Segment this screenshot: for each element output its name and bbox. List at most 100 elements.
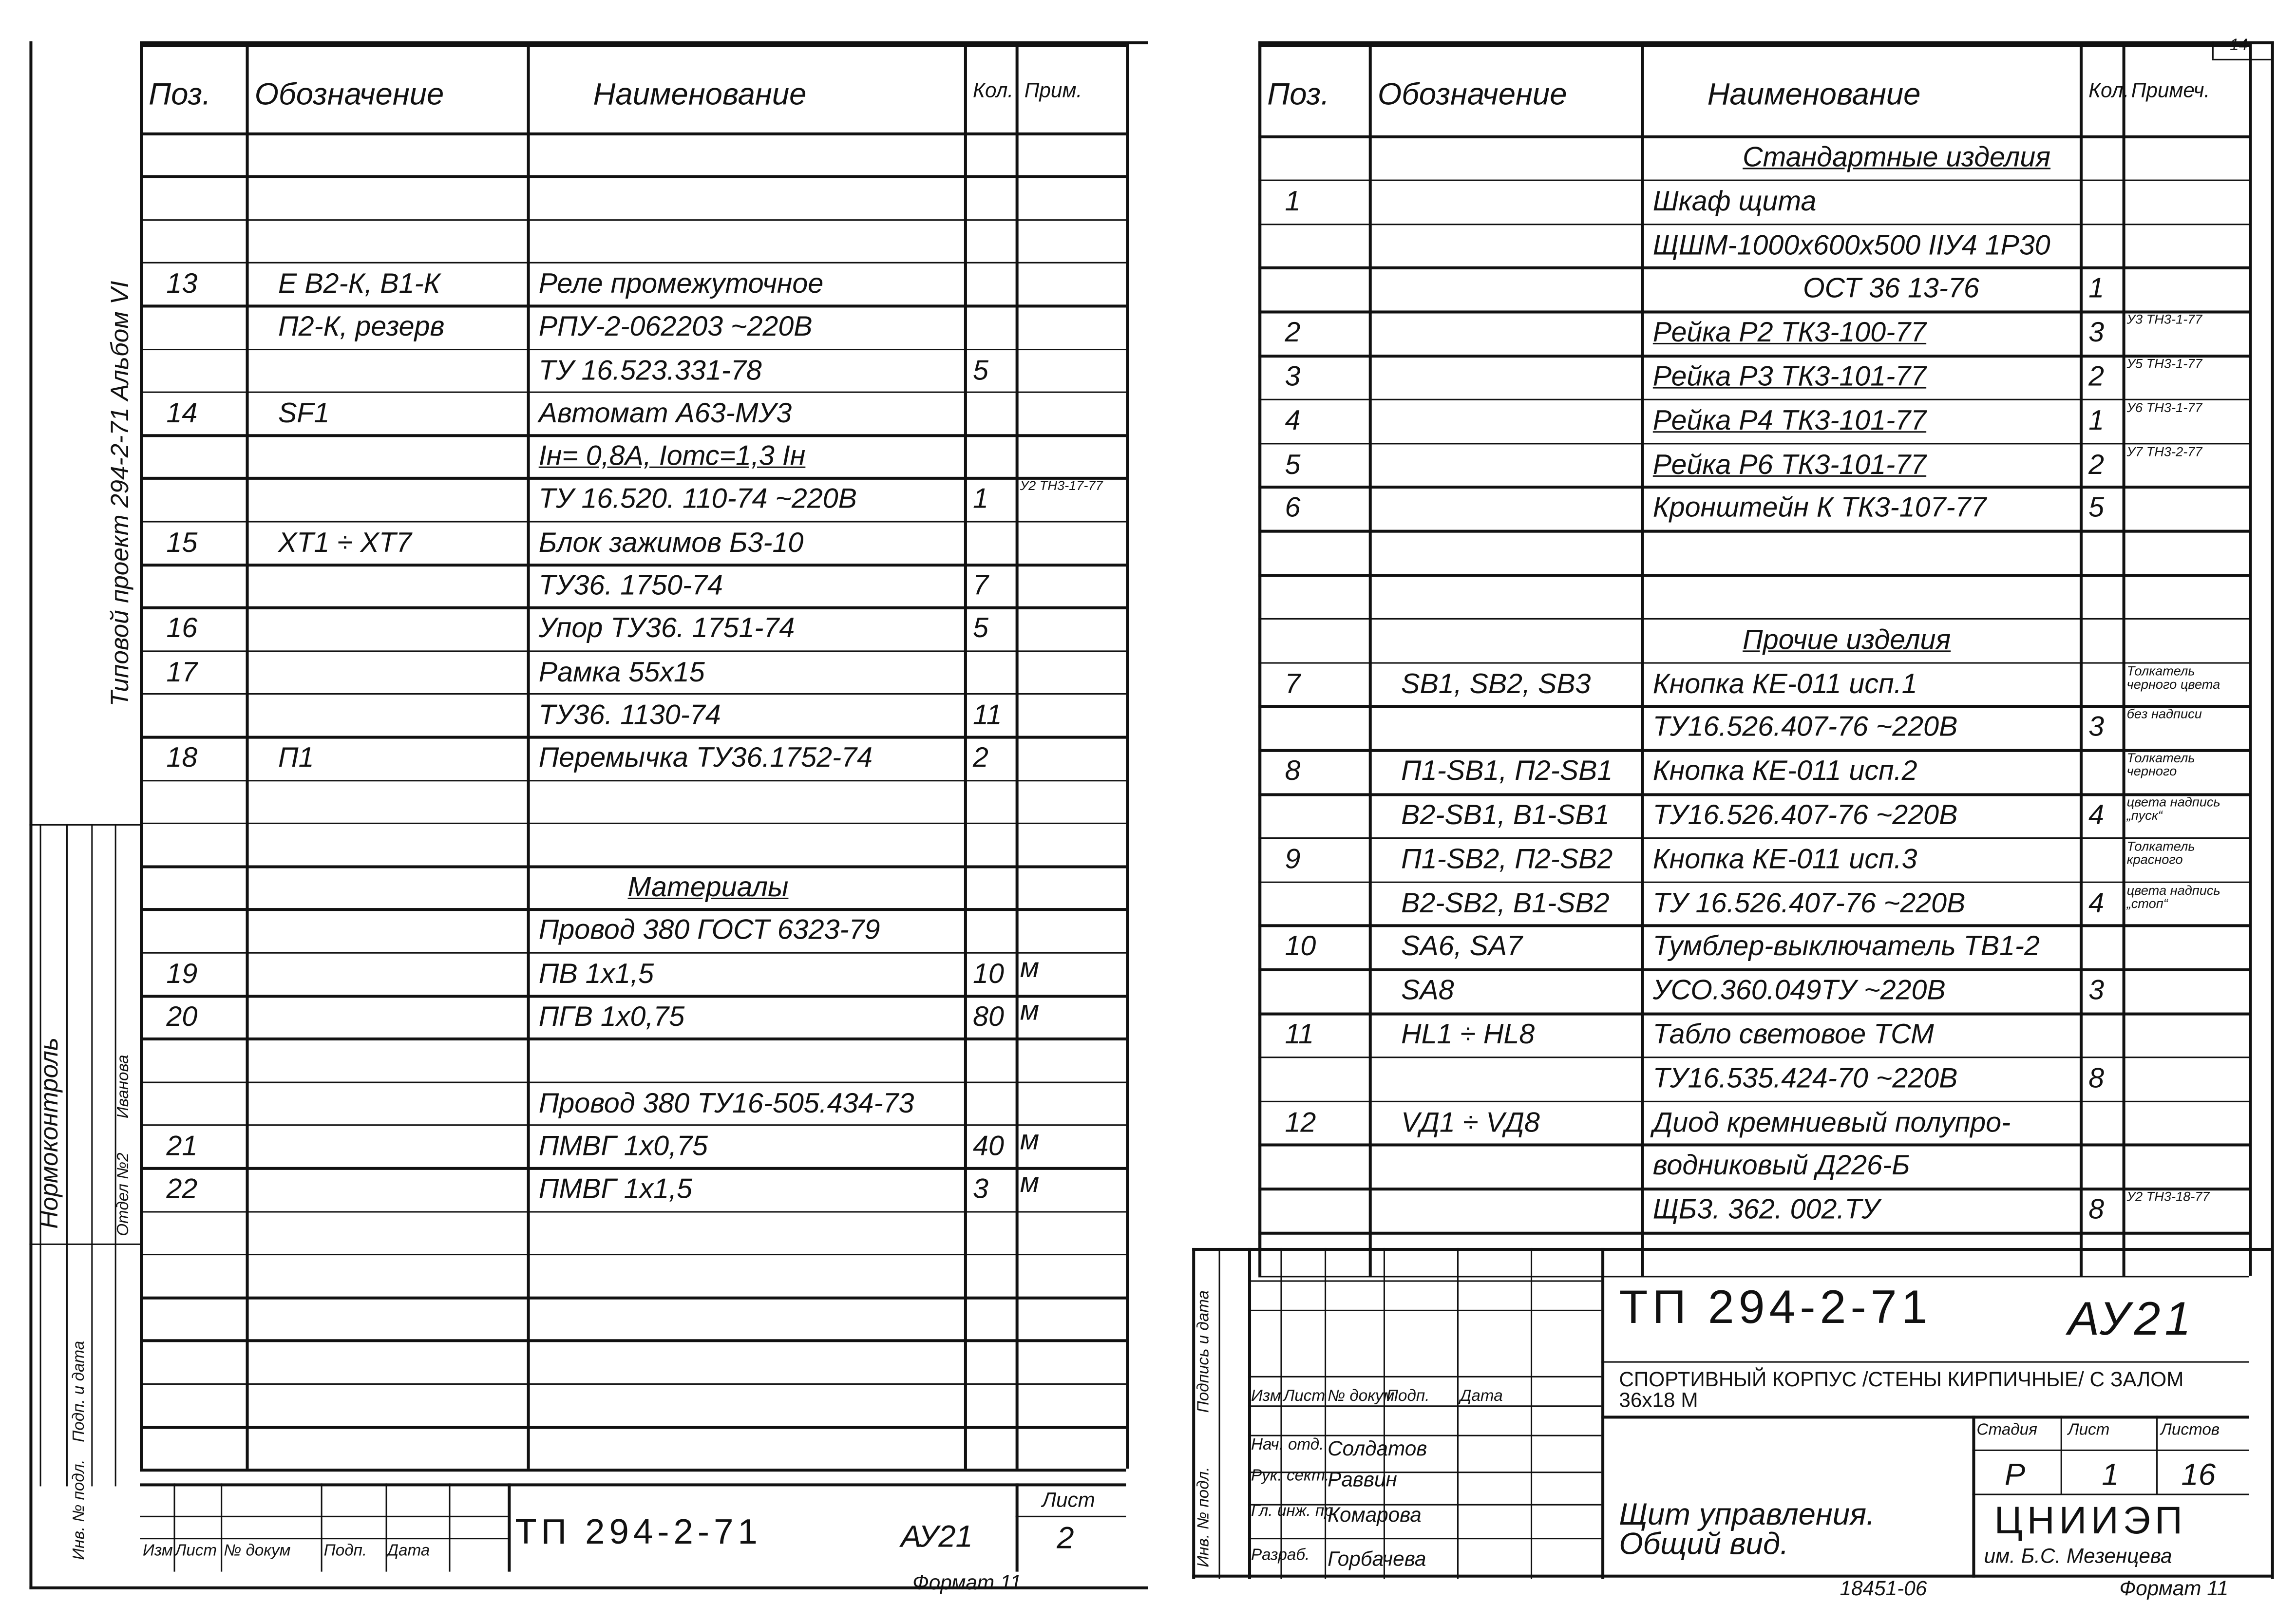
row-quantity: 8 (2088, 1195, 2105, 1227)
row-name: РПУ-2-062203 ~220В (538, 312, 813, 343)
rule-line (1248, 1309, 1602, 1311)
row-quantity: 3 (2088, 713, 2105, 744)
title-col-2: № докум (1328, 1387, 1395, 1406)
document-mark: АУ21 (900, 1520, 973, 1554)
person-name: Комарова (1328, 1502, 1422, 1526)
rule-line (140, 736, 1126, 738)
rule-line (1258, 968, 2249, 971)
document-code: ТП 294-2-71 (1619, 1280, 1932, 1334)
rule-line (140, 218, 1126, 221)
rule-line (1248, 1504, 1602, 1506)
row-position: 4 (1285, 406, 1301, 437)
row-name: ЩБ3. 362. 002.ТУ (1652, 1195, 1880, 1227)
row-name: Провод 380 ТУ16-505.434-73 (538, 1088, 914, 1119)
row-position: 15 (166, 528, 198, 559)
rule-line (385, 1483, 387, 1572)
row-designation: П1-SB1, П2-SB1 (1401, 756, 1613, 788)
role-label: Гл. инж. пр. (1251, 1502, 1338, 1520)
rule-line (1248, 1280, 1602, 1282)
rule-line (91, 824, 93, 1487)
row-name: ТУ 16.520. 110-74 ~220В (538, 485, 857, 516)
rule-line (1248, 1405, 1602, 1407)
row-name: ТУ16.535.424-70 ~220В (1652, 1063, 1958, 1095)
person-name: Горбачева (1328, 1547, 1426, 1570)
row-quantity: 4 (2088, 800, 2105, 831)
rule-line (1601, 1415, 2249, 1419)
row-quantity: 8 (2088, 1063, 2105, 1095)
row-note: без надписи (2126, 707, 2202, 722)
column-header-2: Наименование (1707, 78, 1921, 112)
document-mark: АУ21 (2068, 1292, 2196, 1345)
rule-line (1258, 267, 2249, 269)
rule-line (1258, 44, 2249, 47)
rule-line (1248, 1472, 1602, 1473)
rule-line (246, 44, 249, 1470)
row-name: ПГВ 1х0,75 (538, 1002, 685, 1033)
title-col-2: № докум (224, 1542, 291, 1560)
organization: ЦНИИЭП (1994, 1498, 2187, 1543)
rule-line (140, 477, 1126, 480)
rule-line (1258, 355, 2249, 357)
row-designation: SB1, SB2, SB3 (1401, 669, 1591, 700)
title-col-0: Изм (1251, 1387, 1281, 1406)
row-name: Блок зажимов Б3-10 (538, 528, 804, 559)
row-position: 17 (166, 657, 198, 688)
row-position: 22 (166, 1174, 198, 1206)
row-quantity: 11 (973, 700, 1002, 732)
row-position: 21 (166, 1131, 198, 1163)
row-name: ПМВГ 1х1,5 (538, 1174, 693, 1206)
organization-name: им. Б.С. Мезенцева (1984, 1544, 2172, 1567)
stage-label: Стадия (1976, 1421, 2037, 1439)
row-name: ТУ 16.526.407-76 ~220В (1652, 888, 1966, 920)
row-position: 14 (166, 398, 198, 430)
rule-line (140, 304, 1126, 307)
rule-line (1258, 1144, 2249, 1147)
rule-line (1218, 1247, 1220, 1579)
rule-line (1258, 1056, 2249, 1059)
drawing-title: Щит управления. Общий вид. (1619, 1498, 1875, 1562)
inventory-number: 18451-06 (1840, 1576, 1927, 1600)
row-quantity: 7 (973, 571, 988, 602)
column-header-3: Кол. (2088, 78, 2129, 102)
rule-line (140, 1538, 508, 1540)
row-quantity: 1 (2088, 406, 2105, 437)
rule-line (1248, 1434, 1602, 1436)
rule-line (1601, 1247, 1605, 1579)
row-name: Диод кремниевый полупро- (1652, 1107, 2011, 1139)
title-col-0: Изм (143, 1542, 173, 1560)
rule-line (140, 1167, 1126, 1170)
rule-line (140, 132, 1126, 135)
title-col-1: Лист (1283, 1387, 1326, 1406)
rule-line (140, 779, 1126, 782)
inventory-label: Инв. № подл. (1195, 1467, 1213, 1567)
title-col-3: Подп. (323, 1542, 367, 1560)
row-name: ТУ36. 1130-74 (538, 700, 721, 732)
sheet-value: 1 (2102, 1458, 2119, 1492)
row-note: У7 ТН3-2-77 (2126, 444, 2202, 459)
row-quantity: 10 (973, 959, 1004, 990)
format-label: Формат 11 (2119, 1576, 2229, 1600)
row-position: 20 (166, 1002, 198, 1033)
checker-name: Иванова (114, 1055, 133, 1119)
row-designation: П1 (278, 743, 314, 774)
row-note: У3 ТН3-1-77 (2126, 312, 2202, 327)
row-quantity: 1 (973, 485, 988, 516)
row-note: Толкатель красного (2126, 838, 2195, 867)
row-designation: П1-SB2, П2-SB2 (1401, 844, 1613, 876)
row-name: Автомат А63-МУ3 (538, 398, 792, 430)
row-name: ТУ36. 1750-74 (538, 571, 723, 602)
row-position: 12 (1285, 1107, 1316, 1139)
rule-line (140, 348, 1126, 351)
rule-line (527, 44, 530, 1470)
rule-line (1258, 881, 2249, 884)
rule-line (1258, 135, 2249, 138)
row-name: Кнопка КЕ-011 исп.3 (1652, 844, 1917, 876)
rule-line (140, 1081, 1126, 1083)
rule-line (140, 951, 1126, 954)
rule-line (140, 606, 1126, 609)
rule-line (140, 262, 1126, 264)
rule-line (1015, 44, 1019, 1470)
rule-line (2156, 1415, 2158, 1494)
person-name: Солдатов (1328, 1436, 1427, 1460)
rule-line (1258, 749, 2249, 752)
